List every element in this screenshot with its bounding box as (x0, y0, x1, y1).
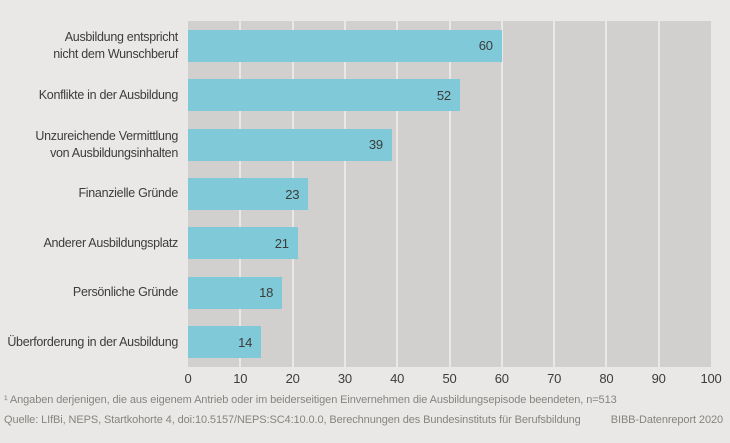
category-label-1: Konflikte in der Ausbildung (0, 70, 179, 119)
gridline-90 (657, 21, 660, 367)
gridline-80 (605, 21, 608, 367)
bar-value-label: 60 (478, 38, 493, 54)
x-tick-label-80: 80 (599, 371, 614, 386)
x-tick-label-100: 100 (700, 371, 722, 386)
category-label-0: Ausbildung entspricht nicht dem Wunschber… (0, 21, 178, 70)
gridline-40 (396, 21, 399, 367)
bar-3: 23 (188, 178, 309, 210)
bar-6: 14 (188, 326, 262, 359)
bar-value-label: 39 (368, 137, 383, 153)
x-tick-label-90: 90 (651, 371, 666, 386)
bar-value-label: 52 (436, 87, 451, 103)
category-label-4: Anderer Ausbildungsplatz (0, 219, 178, 268)
bar-value-label: 14 (238, 334, 253, 350)
category-label-5: Persönliche Gründe (0, 268, 178, 317)
footnote-text: ¹ Angaben derjenigen, die aus eigenem An… (4, 394, 617, 406)
category-label-line: Konflikte in der Ausbildung (38, 87, 179, 102)
bar-0: 60 (188, 29, 502, 62)
category-label-line: Persönliche Gründe (72, 285, 178, 300)
bar-value-label: 23 (285, 186, 300, 202)
x-tick-label-10: 10 (233, 371, 248, 386)
gridline-70 (553, 21, 556, 367)
category-label-line: nicht dem Wunschberuf (53, 46, 178, 61)
chart-footer: ¹ Angaben derjenigen, die aus eigenem An… (4, 394, 723, 426)
category-label-3: Finanzielle Gründe (0, 169, 178, 218)
gridline-60 (500, 21, 503, 367)
bar-value-label: 18 (259, 285, 274, 301)
gridline-30 (343, 21, 346, 367)
source-line: Quelle: LIfBi, NEPS, Startkohorte 4, doi… (4, 414, 723, 426)
x-tick-label-70: 70 (547, 371, 562, 386)
x-tick-label-50: 50 (442, 371, 457, 386)
source-text: Quelle: LIfBi, NEPS, Startkohorte 4, doi… (4, 414, 581, 426)
x-tick-label-0: 0 (184, 371, 192, 386)
plot-area: 60 52 39 23 21 18 14 (188, 21, 711, 367)
bar-4: 21 (188, 227, 298, 260)
category-label-line: Überforderung in der Ausbildung (7, 334, 178, 349)
bar-value-label: 21 (274, 235, 289, 251)
category-label-line: Unzureichende Vermittlung (35, 128, 178, 143)
gridline-50 (448, 21, 451, 367)
x-tick-label-40: 40 (390, 371, 405, 386)
category-label-line: von Ausbildungsinhalten (50, 145, 178, 160)
bar-2: 39 (188, 128, 392, 161)
category-label-line: Finanzielle Gründe (78, 186, 178, 201)
category-label-line: Anderer Ausbildungsplatz (43, 235, 178, 250)
bar-5: 18 (188, 276, 283, 309)
x-tick-label-20: 20 (285, 371, 300, 386)
report-name: BIBB-Datenreport 2020 (610, 414, 723, 426)
x-tick-label-30: 30 (337, 371, 352, 386)
category-label-2: Unzureichende Vermittlung von Ausbildungs… (0, 120, 178, 169)
category-label-line: Ausbildung entspricht (64, 29, 179, 44)
bar-1: 52 (188, 79, 460, 112)
x-tick-label-60: 60 (494, 371, 509, 386)
category-label-6: Überforderung in der Ausbildung (0, 318, 178, 367)
